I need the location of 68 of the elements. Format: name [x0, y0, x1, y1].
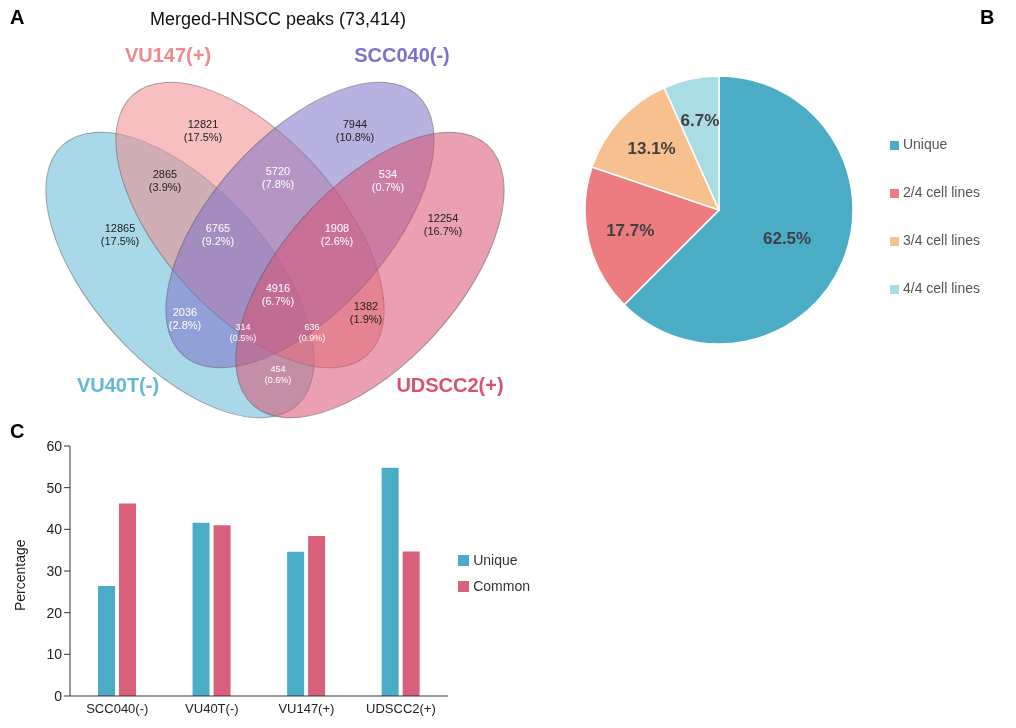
y-tick-label: 10	[46, 646, 63, 663]
legend-label: 4/4 cell lines	[902, 280, 980, 296]
y-tick-label: 20	[46, 604, 63, 621]
text: C	[10, 420, 25, 443]
text: 534	[378, 168, 398, 180]
legend-label: Common	[473, 578, 530, 594]
y-tick-label: 50	[46, 479, 63, 496]
text: 2865	[152, 168, 178, 180]
bar	[381, 467, 399, 696]
text: (0.5%)	[229, 332, 257, 343]
text: (17.5%)	[100, 235, 140, 248]
text: 4916	[265, 282, 291, 294]
text: Merged-HNSCC peaks (73,414)	[149, 9, 407, 29]
legend-label: VU40T(-)	[76, 374, 160, 396]
legend-label: Unique	[473, 552, 518, 568]
bar	[98, 586, 115, 696]
bar	[308, 536, 326, 696]
text: (2.8%)	[168, 319, 202, 332]
text: B	[980, 6, 995, 29]
bar	[287, 551, 305, 696]
text: (17.5%)	[183, 131, 223, 144]
x-tick-label: VU40T(-)	[185, 701, 239, 717]
text: (0.7%)	[371, 181, 405, 194]
text: (3.9%)	[148, 181, 182, 194]
text: 7944	[342, 118, 368, 130]
text: 454	[270, 364, 286, 374]
y-tick-label: 30	[46, 562, 63, 579]
legend-label: 3/4 cell lines	[902, 232, 980, 248]
y-tick-label: 40	[46, 521, 63, 538]
text: 1908	[324, 222, 350, 234]
text: 12865	[104, 222, 136, 234]
bar	[402, 551, 420, 696]
legend-label: SCC040(-)	[354, 44, 450, 66]
text: (7.8%)	[261, 178, 295, 191]
data-label: 6.7%	[680, 111, 720, 131]
text: 2036	[172, 306, 198, 318]
text: 1382	[353, 300, 379, 312]
data-label: 13.1%	[627, 139, 676, 159]
text: (0.6%)	[264, 374, 292, 385]
legend-label: UDSCC2(+)	[396, 374, 504, 396]
bar	[119, 503, 136, 696]
legend-label: VU147(+)	[124, 44, 212, 66]
x-tick-label: SCC040(-)	[86, 701, 149, 717]
legend-label: 2/4 cell lines	[902, 184, 980, 200]
text: (16.7%)	[423, 225, 463, 238]
text: 5720	[265, 165, 291, 177]
text: (0.9%)	[298, 332, 326, 343]
text: 314	[235, 322, 251, 332]
x-tick-label: UDSCC2(+)	[366, 701, 436, 717]
legend-label: Unique	[902, 136, 948, 152]
text: (1.9%)	[349, 313, 383, 326]
y-tick-label: 60	[46, 437, 63, 454]
bar	[213, 525, 231, 696]
text: 12821	[187, 118, 219, 130]
text: 636	[304, 322, 320, 332]
x-tick-label: VU147(+)	[278, 701, 335, 717]
text: A	[10, 6, 25, 29]
data-label: 62.5%	[762, 228, 812, 248]
y-tick-label: 0	[54, 687, 63, 704]
text: 6765	[205, 222, 231, 234]
y-axis-title: Percentage	[11, 539, 28, 611]
bar	[192, 522, 210, 696]
text: (10.8%)	[335, 131, 375, 144]
text: (2.6%)	[320, 235, 354, 248]
text: 12254	[427, 212, 459, 224]
text: (6.7%)	[261, 295, 295, 308]
text: (9.2%)	[201, 235, 235, 248]
data-label: 17.7%	[606, 221, 655, 241]
